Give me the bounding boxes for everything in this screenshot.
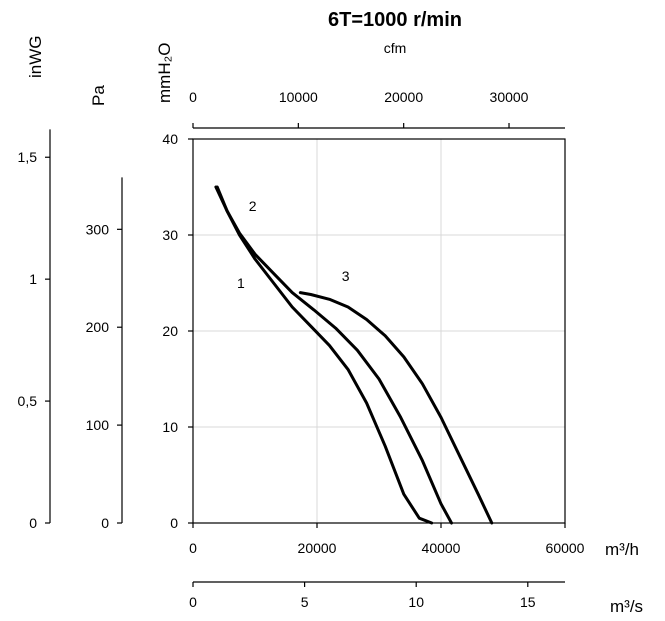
m3s-tick-label: 15 bbox=[520, 594, 536, 610]
x-tick-label: 60000 bbox=[546, 540, 585, 556]
y-axis-label-inwg: inWG bbox=[26, 36, 45, 79]
x-axis-label-m3s: m³/s bbox=[610, 597, 643, 616]
y-axis-label-pa: Pa bbox=[89, 85, 108, 106]
m3s-tick-label: 10 bbox=[408, 594, 424, 610]
y-axis-label-mmh2o: mmH₂O bbox=[155, 43, 174, 103]
inwg-tick-label: 1 bbox=[29, 271, 37, 287]
m3s-tick-label: 0 bbox=[189, 594, 197, 610]
cfm-tick-label: 20000 bbox=[384, 89, 423, 105]
y-tick-label: 10 bbox=[162, 419, 178, 435]
x-tick-label: 20000 bbox=[298, 540, 337, 556]
x-tick-label: 0 bbox=[189, 540, 197, 556]
cfm-tick-label: 0 bbox=[189, 89, 197, 105]
chart-title: 6T=1000 r/min bbox=[328, 9, 462, 31]
series-line-1 bbox=[214, 185, 434, 525]
series-label-2: 2 bbox=[249, 198, 257, 214]
pa-tick-label: 100 bbox=[86, 417, 110, 433]
series-label-3: 3 bbox=[342, 268, 350, 284]
series-line-3 bbox=[298, 291, 494, 525]
grid-lines bbox=[193, 139, 565, 523]
x-axis-label-m3h: m³/h bbox=[605, 540, 639, 559]
y-tick-label: 0 bbox=[170, 515, 178, 531]
y-tick-label: 20 bbox=[162, 323, 178, 339]
m3s-tick-label: 5 bbox=[301, 594, 309, 610]
x-axis-label-cfm: cfm bbox=[384, 40, 407, 56]
series-line-2 bbox=[215, 185, 453, 525]
inwg-tick-label: 0 bbox=[29, 515, 37, 531]
inwg-tick-label: 1,5 bbox=[18, 149, 38, 165]
y-tick-label: 30 bbox=[162, 227, 178, 243]
y-tick-label: 40 bbox=[162, 131, 178, 147]
pa-tick-label: 0 bbox=[101, 515, 109, 531]
x-tick-label: 40000 bbox=[422, 540, 461, 556]
pa-tick-label: 200 bbox=[86, 319, 110, 335]
cfm-tick-label: 30000 bbox=[490, 89, 529, 105]
series-label-1: 1 bbox=[237, 275, 245, 291]
pa-tick-label: 300 bbox=[86, 221, 110, 237]
cfm-tick-label: 10000 bbox=[279, 89, 318, 105]
series-group: 1 2 3 bbox=[214, 185, 494, 525]
inwg-tick-label: 0,5 bbox=[18, 393, 38, 409]
